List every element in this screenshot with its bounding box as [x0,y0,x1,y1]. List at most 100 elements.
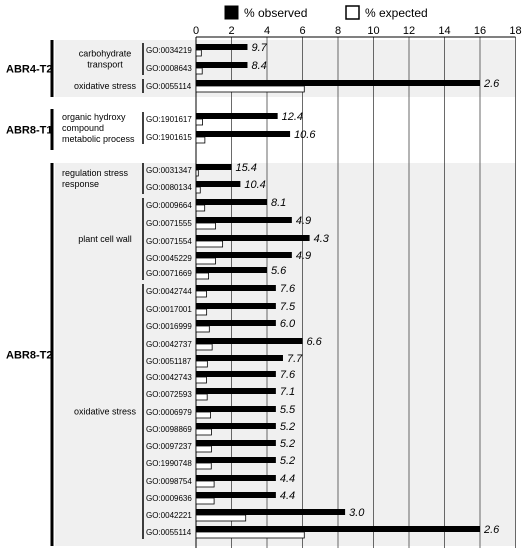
go-term-label: GO:0042737 [146,340,192,349]
go-term-label: GO:0097237 [146,442,192,451]
value-label: 12.4 [282,111,303,123]
set-label-abr4-t2: ABR4-T2 [6,64,52,76]
value-label: 4.9 [296,215,311,227]
go-term-label: GO:0045229 [146,254,192,263]
shade-abr8-t2 [55,163,516,546]
bar-observed [196,338,303,344]
bar-expected [195,272,210,280]
go-term-label: GO:0042743 [146,373,192,382]
group-brackets [50,40,144,546]
value-label: 10.4 [244,179,265,191]
go-term-label: GO:0031347 [146,166,192,175]
bar-observed [196,475,276,481]
value-label: 5.2 [280,421,295,433]
value-label: 8.1 [271,197,286,209]
group-label-line: compound [62,123,104,133]
legend-swatch-expected [345,5,360,20]
set-label-abr8-t1: ABR8-T1 [6,125,52,137]
bar-expected [195,257,216,265]
bar-observed [196,44,248,50]
value-label: 2.6 [483,78,500,90]
bar-expected [195,411,211,419]
go-term-label: GO:0008643 [146,64,192,73]
value-label: 9.7 [251,42,267,54]
x-tick-label: 16 [474,25,486,37]
bar-observed [196,285,276,291]
value-label: 5.2 [280,438,295,450]
group-label-line: oxidative stress [74,81,137,91]
bar-observed [196,113,278,119]
go-term-label: GO:0006979 [146,408,192,417]
bar-expected [195,67,203,75]
bar-observed [196,267,267,273]
bar-observed [196,509,346,515]
bar-expected [195,343,213,351]
go-term-label: GO:0098869 [146,425,192,434]
go-term-label: GO:0055114 [146,528,192,537]
value-label: 5.6 [271,265,287,277]
bar-expected [195,497,215,505]
group-label-line: plant cell wall [78,234,132,244]
legend-label-expected: % expected [365,6,428,20]
value-label: 5.2 [280,455,295,467]
bar-expected [195,222,216,230]
go-term-label: GO:0071555 [146,219,192,228]
bar-expected [195,445,212,453]
x-tick-label: 2 [228,25,234,37]
value-label: 6.6 [307,336,323,348]
group-label: plant cell wall [78,234,132,244]
bar-observed [196,355,283,361]
value-label: 7.1 [280,386,295,398]
group-label-line: transport [87,60,123,70]
bar-observed [196,252,292,258]
go-term-labels: GO:0034219 GO:0008643 GO:0055114 GO:1901617… [146,46,192,537]
group-labels: carbohydrate transport oxidative stress org… [62,49,137,417]
bar-observed [196,371,276,377]
group-label-line: regulation stress [62,168,129,178]
go-term-label: GO:0009636 [146,494,192,503]
go-term-label: GO:0042221 [146,511,192,520]
go-term-label: GO:1901615 [146,133,192,142]
group-label: oxidative stress [74,81,137,91]
set-label-abr8-t2: ABR8-T2 [6,350,52,362]
bar-observed [196,217,292,223]
bar-observed [196,235,310,241]
group-label: oxidative stress [74,407,137,417]
value-label: 6.0 [280,318,296,330]
bar-expected [195,325,210,333]
value-label: 15.4 [236,162,257,174]
bar-expected [195,428,212,436]
bar-expected [195,462,212,470]
bar-observed [196,199,267,205]
go-term-label: GO:0071554 [146,237,192,246]
value-labels: 9.7 8.4 2.6 12.4 10.6 15.4 10.4 8.1 4.94.34.9 5.6… [236,42,501,536]
bar-expected [195,136,206,144]
bars [195,44,480,539]
bar-observed [196,406,276,412]
value-label: 4.3 [314,233,330,245]
value-label: 7.6 [280,369,296,381]
set-shading [55,40,516,546]
bar-expected [195,514,247,522]
bar-observed [196,457,276,463]
value-label: 7.6 [280,283,296,295]
x-tick-label: 8 [335,25,341,37]
value-label: 4.4 [280,490,295,502]
bar-observed [196,181,241,187]
go-term-label: GO:0009664 [146,201,192,210]
bar-expected [195,85,305,93]
value-label: 10.6 [294,129,316,141]
bar-expected [195,531,305,539]
value-label: 5.5 [280,404,296,416]
x-tick-label: 0 [193,25,199,37]
x-tick-label: 18 [509,25,521,37]
group-label-line: carbohydrate [79,49,132,59]
go-term-label: GO:0071669 [146,269,192,278]
go-term-label: GO:1990748 [146,459,192,468]
group-label-line: metabolic process [62,134,135,144]
bar-observed [196,423,276,429]
bar-expected [195,376,207,384]
x-tick-label: 14 [438,25,450,37]
go-term-label: GO:0072593 [146,390,192,399]
